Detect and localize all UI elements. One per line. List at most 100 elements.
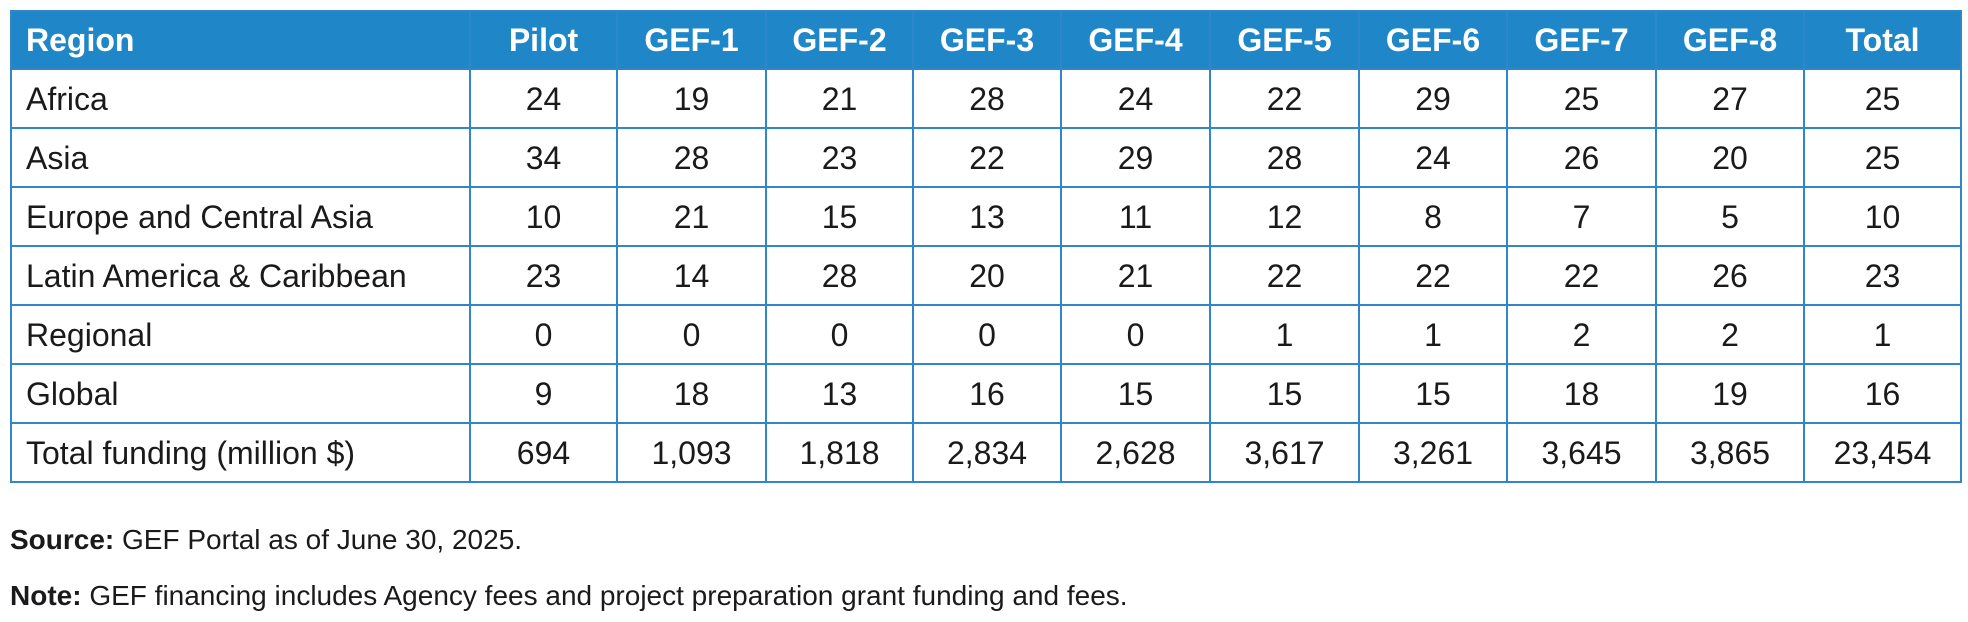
value-cell: 15 bbox=[765, 186, 914, 247]
header-row: Region Pilot GEF-1 GEF-2 GEF-3 GEF-4 GEF… bbox=[10, 10, 1962, 70]
table-row-total-funding: Total funding (million $) 694 1,093 1,81… bbox=[10, 422, 1962, 483]
value-cell: 28 bbox=[1209, 127, 1360, 188]
header-cell-region: Region bbox=[10, 10, 471, 70]
source-label: Source: bbox=[10, 524, 115, 555]
value-cell: 19 bbox=[616, 68, 767, 129]
header-cell-pilot: Pilot bbox=[469, 10, 618, 70]
value-cell: 23 bbox=[469, 245, 618, 306]
value-cell: 34 bbox=[469, 127, 618, 188]
value-cell: 21 bbox=[765, 68, 914, 129]
value-cell: 13 bbox=[765, 363, 914, 424]
value-cell: 24 bbox=[469, 68, 618, 129]
value-cell: 12 bbox=[1209, 186, 1360, 247]
value-cell: 7 bbox=[1506, 186, 1657, 247]
value-cell: 21 bbox=[616, 186, 767, 247]
value-cell: 15 bbox=[1060, 363, 1211, 424]
value-cell: 1 bbox=[1209, 304, 1360, 365]
value-cell: 20 bbox=[912, 245, 1062, 306]
value-cell: 15 bbox=[1358, 363, 1508, 424]
table-row: Regional 0 0 0 0 0 1 1 2 2 1 bbox=[10, 304, 1962, 365]
header-cell-gef-2: GEF-2 bbox=[765, 10, 914, 70]
value-cell: 20 bbox=[1655, 127, 1805, 188]
value-cell: 0 bbox=[616, 304, 767, 365]
general-note: Note: GEF financing includes Agency fees… bbox=[10, 576, 1128, 616]
value-cell: 0 bbox=[469, 304, 618, 365]
value-cell: 28 bbox=[765, 245, 914, 306]
value-cell: 22 bbox=[1209, 245, 1360, 306]
header-cell-gef-6: GEF-6 bbox=[1358, 10, 1508, 70]
footnotes: Source: GEF Portal as of June 30, 2025. … bbox=[10, 520, 1128, 616]
value-cell: 2 bbox=[1506, 304, 1657, 365]
value-cell: 0 bbox=[1060, 304, 1211, 365]
table-body: Africa 24 19 21 28 24 22 29 25 27 25 Asi… bbox=[10, 68, 1962, 483]
value-cell: 3,261 bbox=[1358, 422, 1508, 483]
table-row: Africa 24 19 21 28 24 22 29 25 27 25 bbox=[10, 68, 1962, 129]
source-text: GEF Portal as of June 30, 2025. bbox=[122, 524, 523, 555]
table-row: Global 9 18 13 16 15 15 15 18 19 16 bbox=[10, 363, 1962, 424]
table-row: Latin America & Caribbean 23 14 28 20 21… bbox=[10, 245, 1962, 306]
value-cell: 22 bbox=[912, 127, 1062, 188]
total-cell: 16 bbox=[1803, 363, 1962, 424]
total-cell: 23 bbox=[1803, 245, 1962, 306]
total-cell: 23,454 bbox=[1803, 422, 1962, 483]
note-label: Note: bbox=[10, 580, 82, 611]
value-cell: 19 bbox=[1655, 363, 1805, 424]
value-cell: 26 bbox=[1655, 245, 1805, 306]
value-cell: 1,093 bbox=[616, 422, 767, 483]
table-row: Asia 34 28 23 22 29 28 24 26 20 25 bbox=[10, 127, 1962, 188]
value-cell: 9 bbox=[469, 363, 618, 424]
value-cell: 21 bbox=[1060, 245, 1211, 306]
region-cell: Africa bbox=[10, 68, 471, 129]
value-cell: 14 bbox=[616, 245, 767, 306]
value-cell: 25 bbox=[1506, 68, 1657, 129]
value-cell: 3,645 bbox=[1506, 422, 1657, 483]
header-cell-gef-4: GEF-4 bbox=[1060, 10, 1211, 70]
value-cell: 10 bbox=[469, 186, 618, 247]
region-cell: Latin America & Caribbean bbox=[10, 245, 471, 306]
value-cell: 13 bbox=[912, 186, 1062, 247]
value-cell: 0 bbox=[912, 304, 1062, 365]
header-cell-gef-5: GEF-5 bbox=[1209, 10, 1360, 70]
value-cell: 694 bbox=[469, 422, 618, 483]
header-cell-gef-3: GEF-3 bbox=[912, 10, 1062, 70]
value-cell: 1 bbox=[1358, 304, 1508, 365]
value-cell: 18 bbox=[616, 363, 767, 424]
value-cell: 22 bbox=[1209, 68, 1360, 129]
value-cell: 23 bbox=[765, 127, 914, 188]
value-cell: 28 bbox=[616, 127, 767, 188]
header-cell-total: Total bbox=[1803, 10, 1962, 70]
value-cell: 2 bbox=[1655, 304, 1805, 365]
value-cell: 26 bbox=[1506, 127, 1657, 188]
value-cell: 29 bbox=[1358, 68, 1508, 129]
region-cell: Asia bbox=[10, 127, 471, 188]
value-cell: 22 bbox=[1358, 245, 1508, 306]
value-cell: 0 bbox=[765, 304, 914, 365]
value-cell: 29 bbox=[1060, 127, 1211, 188]
value-cell: 1,818 bbox=[765, 422, 914, 483]
value-cell: 5 bbox=[1655, 186, 1805, 247]
value-cell: 24 bbox=[1358, 127, 1508, 188]
table-header: Region Pilot GEF-1 GEF-2 GEF-3 GEF-4 GEF… bbox=[10, 10, 1962, 70]
funding-share-table: Region Pilot GEF-1 GEF-2 GEF-3 GEF-4 GEF… bbox=[10, 10, 1962, 483]
header-cell-gef-1: GEF-1 bbox=[616, 10, 767, 70]
total-cell: 10 bbox=[1803, 186, 1962, 247]
total-cell: 25 bbox=[1803, 68, 1962, 129]
value-cell: 22 bbox=[1506, 245, 1657, 306]
total-cell: 25 bbox=[1803, 127, 1962, 188]
value-cell: 27 bbox=[1655, 68, 1805, 129]
value-cell: 24 bbox=[1060, 68, 1211, 129]
value-cell: 3,865 bbox=[1655, 422, 1805, 483]
header-cell-gef-7: GEF-7 bbox=[1506, 10, 1657, 70]
value-cell: 3,617 bbox=[1209, 422, 1360, 483]
value-cell: 28 bbox=[912, 68, 1062, 129]
total-cell: 1 bbox=[1803, 304, 1962, 365]
table-row: Europe and Central Asia 10 21 15 13 11 1… bbox=[10, 186, 1962, 247]
region-cell: Total funding (million $) bbox=[10, 422, 471, 483]
header-cell-gef-8: GEF-8 bbox=[1655, 10, 1805, 70]
region-cell: Europe and Central Asia bbox=[10, 186, 471, 247]
region-cell: Regional bbox=[10, 304, 471, 365]
note-text: GEF financing includes Agency fees and p… bbox=[89, 580, 1128, 611]
region-cell: Global bbox=[10, 363, 471, 424]
source-note: Source: GEF Portal as of June 30, 2025. bbox=[10, 520, 1128, 560]
